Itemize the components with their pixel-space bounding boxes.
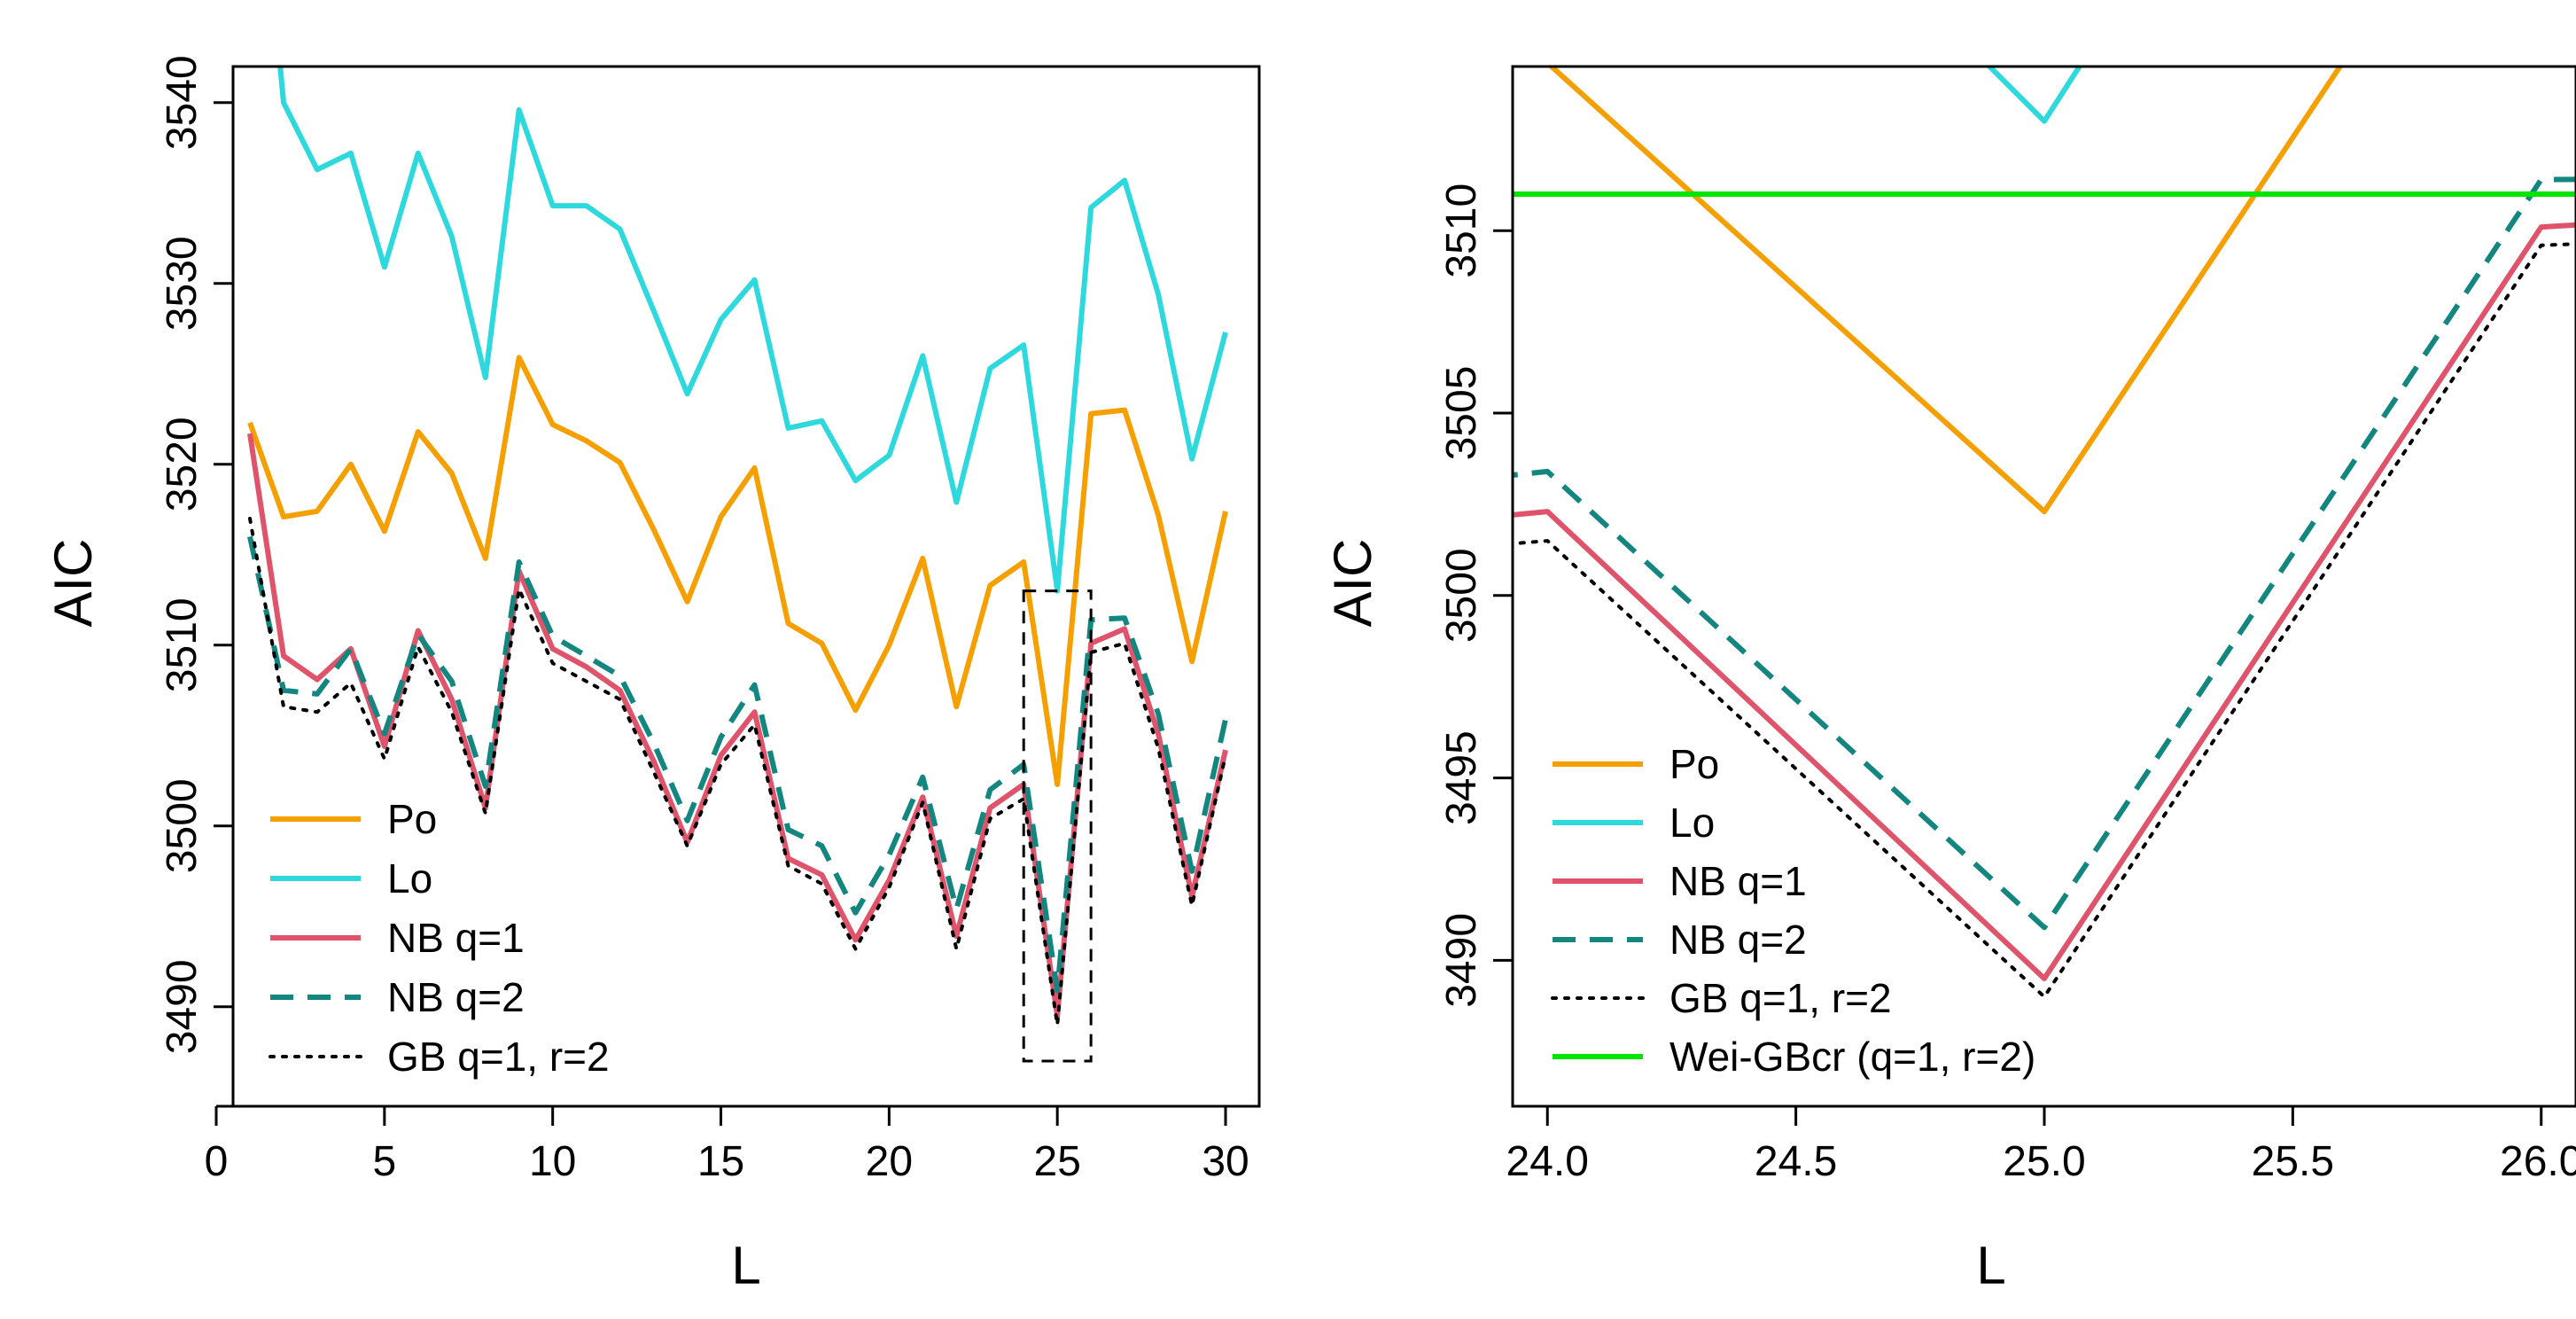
- legend-label: GB q=1, r=2: [1669, 975, 1892, 1021]
- legend-label: NB q=1: [1669, 858, 1807, 904]
- legend: Po Lo NB q=1 NB q=2 GB q=1, r=2: [268, 796, 610, 1080]
- y-tick-label: 3490: [159, 959, 206, 1054]
- x-tick-label: 25.0: [2003, 1138, 2085, 1185]
- x-axis: 24.0 24.5 25.0 25.5 26.0 L: [1506, 1104, 2576, 1295]
- legend: Po Lo NB q=1 NB q=2 GB q=1, r=2 Wei-GBcr (q=1…: [1551, 741, 2035, 1080]
- series-line-nb-q-2: [1513, 176, 2576, 931]
- series-line-lo: [277, 66, 1228, 594]
- legend-item-gb-q-1-r-2: GB q=1, r=2: [268, 1034, 610, 1080]
- y-tick-label: 3500: [1438, 548, 1485, 643]
- legend-item-po: Po: [1553, 741, 1719, 787]
- x-tick-label: 10: [529, 1138, 576, 1185]
- x-axis-title: L: [731, 1236, 760, 1295]
- x-tick-label: 24.0: [1506, 1138, 1589, 1185]
- legend-item-nb-q-1: NB q=1: [270, 915, 525, 961]
- y-tick-label: 3510: [1438, 183, 1485, 278]
- right-chart-panel: 24.0 24.5 25.0 25.5 26.0 L 3490 3495 3500 3505 351…: [1323, 65, 2576, 1295]
- series-line-nb-q-1: [1513, 222, 2576, 981]
- x-tick-label: 30: [1202, 1138, 1249, 1185]
- series-line-po: [1547, 66, 2344, 515]
- legend-item-lo: Lo: [270, 855, 432, 901]
- x-axis-title: L: [1976, 1236, 2005, 1295]
- y-tick-label: 3490: [1438, 913, 1485, 1008]
- legend-label: NB q=2: [387, 974, 525, 1020]
- series-line-lo: [1985, 66, 2083, 124]
- x-tick-label: 20: [866, 1138, 913, 1185]
- x-tick-label: 24.5: [1755, 1138, 1837, 1185]
- series-line-gb-q-1-r-2: [1513, 242, 2576, 999]
- y-tick-label: 3540: [159, 55, 206, 150]
- zoom-region-box: [1022, 589, 1093, 1063]
- y-tick-label: 3530: [159, 236, 206, 331]
- legend-item-nb-q-1: NB q=1: [1553, 858, 1807, 904]
- y-tick-label: 3520: [159, 417, 206, 511]
- x-axis: 0 5 10 15 20 25 30 L: [205, 1104, 1249, 1295]
- legend-item-nb-q-2: NB q=2: [1553, 917, 1807, 963]
- legend-label: NB q=1: [387, 915, 525, 961]
- y-axis-title: AIC: [1323, 538, 1382, 627]
- legend-label: GB q=1, r=2: [387, 1034, 610, 1080]
- y-axis: 3490 3500 3510 3520 3530 3540 AIC: [43, 55, 235, 1054]
- x-tick-label: 26.0: [2500, 1138, 2576, 1185]
- legend-label: Lo: [387, 855, 432, 901]
- x-tick-label: 25.5: [2252, 1138, 2334, 1185]
- legend-label: NB q=2: [1669, 917, 1807, 963]
- plot-area: [247, 66, 1228, 1027]
- legend-item-nb-q-2: NB q=2: [270, 974, 525, 1020]
- series-line-nb-q-2: [247, 535, 1228, 994]
- x-tick-label: 25: [1034, 1138, 1081, 1185]
- legend-label: Wei-GBcr (q=1, r=2): [1669, 1034, 2035, 1080]
- plot-area: [1513, 66, 2576, 999]
- x-tick-label: 5: [373, 1138, 397, 1185]
- series-line-gb-q-1-r-2: [248, 517, 1227, 1027]
- y-tick-label: 3495: [1438, 730, 1485, 825]
- y-tick-label: 3510: [159, 597, 206, 692]
- y-tick-label: 3500: [159, 778, 206, 873]
- y-axis: 3490 3495 3500 3505 3510 AIC: [1323, 183, 1514, 1008]
- legend-item-lo: Lo: [1553, 800, 1715, 846]
- legend-label: Lo: [1669, 800, 1715, 846]
- legend-label: Po: [387, 796, 437, 842]
- x-tick-label: 0: [205, 1138, 229, 1185]
- legend-item-wei-gbcr-q-1-r-2: Wei-GBcr (q=1, r=2): [1553, 1034, 2035, 1080]
- left-chart-panel: 0 5 10 15 20 25 30 L 3490 3500 3510 3520 3530 3540 AIC…: [43, 55, 1261, 1295]
- legend-item-po: Po: [270, 796, 437, 842]
- legend-label: Po: [1669, 741, 1719, 787]
- series-line-po: [247, 355, 1228, 787]
- x-tick-label: 15: [697, 1138, 744, 1185]
- legend-item-gb-q-1-r-2: GB q=1, r=2: [1551, 975, 1892, 1021]
- y-axis-title: AIC: [43, 538, 103, 627]
- y-tick-label: 3505: [1438, 366, 1485, 461]
